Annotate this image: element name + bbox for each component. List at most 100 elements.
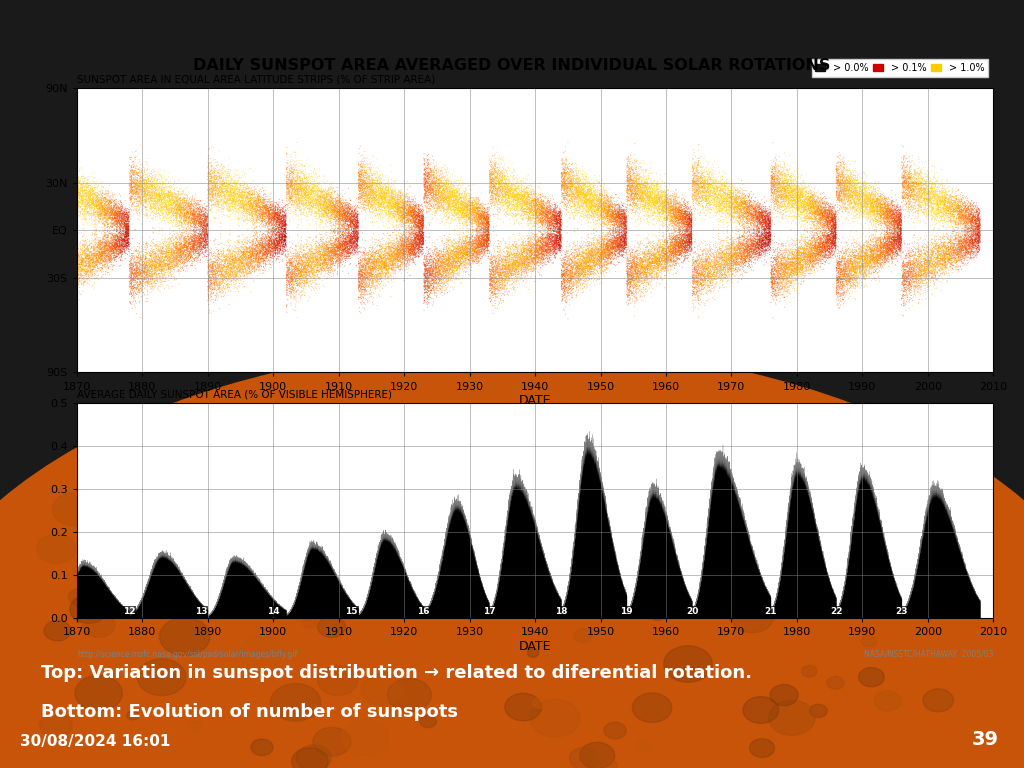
Point xyxy=(176,221,193,233)
Point xyxy=(419,273,435,285)
Point xyxy=(914,266,931,278)
Point xyxy=(187,243,204,256)
Point xyxy=(461,211,477,223)
Point xyxy=(506,255,522,267)
Point xyxy=(836,180,852,193)
Point xyxy=(282,207,298,220)
Point xyxy=(383,253,399,266)
Point xyxy=(684,231,700,243)
Point xyxy=(402,247,419,260)
Point xyxy=(824,209,841,221)
Point xyxy=(442,197,459,210)
Point xyxy=(568,169,585,181)
Point xyxy=(788,196,805,208)
Point xyxy=(178,204,195,217)
Point xyxy=(496,260,512,273)
Point xyxy=(446,253,463,266)
Point xyxy=(457,248,473,260)
Point xyxy=(298,266,314,279)
Point xyxy=(922,197,938,209)
Point xyxy=(234,264,251,276)
Point xyxy=(504,248,520,260)
Point xyxy=(401,239,418,251)
Point xyxy=(205,266,221,278)
Point xyxy=(611,212,628,224)
Point xyxy=(872,202,889,214)
Point xyxy=(351,279,368,291)
Point xyxy=(949,200,966,213)
Point xyxy=(214,258,230,270)
Point xyxy=(118,227,134,239)
Point xyxy=(498,184,514,196)
Point xyxy=(299,190,315,202)
Point xyxy=(611,223,628,236)
Point xyxy=(764,271,780,283)
Point xyxy=(521,254,538,266)
Point xyxy=(407,213,423,225)
Point xyxy=(838,191,854,204)
Point xyxy=(782,223,799,236)
Point xyxy=(610,199,627,211)
Point xyxy=(435,243,452,256)
Point xyxy=(561,274,578,286)
Point xyxy=(179,236,196,248)
Point xyxy=(353,170,370,182)
Point xyxy=(794,237,810,250)
Point xyxy=(226,184,243,196)
Point xyxy=(517,193,534,205)
Point xyxy=(929,260,945,273)
Point xyxy=(877,197,893,210)
Point xyxy=(198,214,214,227)
Point xyxy=(583,184,599,196)
Point xyxy=(300,257,316,269)
Point xyxy=(252,240,268,252)
Point xyxy=(173,207,189,219)
Point xyxy=(738,206,755,218)
Point xyxy=(899,171,915,184)
Point xyxy=(819,198,836,210)
Point xyxy=(223,258,240,270)
Point xyxy=(878,207,894,219)
Point xyxy=(728,197,744,209)
Point xyxy=(812,209,828,221)
Point xyxy=(603,210,620,222)
Point xyxy=(112,233,128,245)
Point xyxy=(367,207,383,220)
Point xyxy=(411,217,427,229)
Point xyxy=(856,181,872,194)
Point xyxy=(887,243,903,255)
Point xyxy=(773,276,790,289)
Point xyxy=(272,244,289,257)
Point xyxy=(833,273,849,285)
Point xyxy=(630,184,646,197)
Point xyxy=(350,220,367,232)
Point xyxy=(905,216,922,228)
Point xyxy=(600,209,616,221)
Point xyxy=(646,186,663,198)
Point xyxy=(303,208,319,220)
Point xyxy=(815,227,831,239)
Point xyxy=(454,213,470,225)
Point xyxy=(391,197,408,209)
Point xyxy=(669,248,685,260)
Point xyxy=(414,220,430,233)
Point xyxy=(779,193,796,205)
Point xyxy=(176,201,193,214)
Point xyxy=(199,207,215,220)
Point xyxy=(778,243,795,255)
Point xyxy=(369,195,385,207)
Point xyxy=(671,242,687,254)
Point xyxy=(554,266,570,279)
Point xyxy=(479,235,496,247)
Point xyxy=(877,256,893,268)
Point xyxy=(672,247,688,260)
Point xyxy=(686,286,702,298)
Point xyxy=(432,256,449,268)
Point xyxy=(736,197,753,210)
Point xyxy=(461,209,477,221)
Point xyxy=(447,193,464,205)
Point xyxy=(623,177,639,190)
Point xyxy=(893,234,909,247)
Point xyxy=(487,177,504,190)
Point xyxy=(827,220,844,232)
